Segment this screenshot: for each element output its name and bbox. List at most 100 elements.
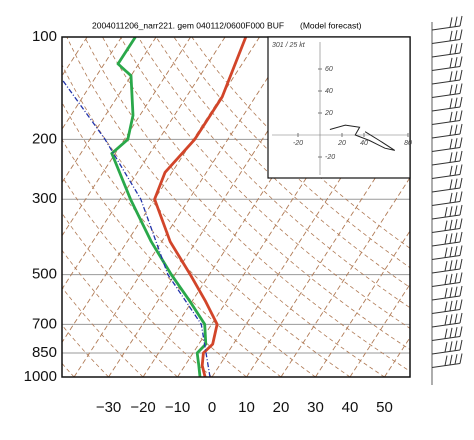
barb-flag (444, 288, 448, 299)
barb-flag (449, 71, 453, 82)
isotherm (73, 37, 295, 377)
y-tick-label: 200 (32, 130, 57, 147)
barb-flag (454, 313, 458, 324)
barb-flag (449, 152, 453, 163)
barb-flag (449, 84, 453, 95)
barb-flag (459, 164, 463, 175)
barb-flag (454, 273, 458, 284)
barb-flag (459, 245, 463, 256)
barb-flag (449, 165, 453, 176)
barb-flag (459, 353, 463, 364)
isotherm (62, 37, 191, 237)
y-tick-label: 500 (32, 266, 57, 283)
plot-frame (61, 36, 411, 378)
barb-flag (454, 232, 458, 243)
barb-flag (454, 84, 458, 95)
barb-flag (454, 111, 458, 122)
barb-flag (449, 354, 453, 365)
barb-flag (444, 274, 448, 285)
barb-flag (459, 15, 463, 27)
dry-adiabat (84, 37, 410, 372)
hodo-tick-label: -20 (293, 140, 303, 147)
barb-flag (454, 219, 458, 230)
barb-flag (449, 341, 453, 352)
dry-adiabat (155, 37, 410, 288)
barb-flag (459, 339, 463, 351)
x-tick-label: −10 (165, 399, 190, 416)
barb-flag (444, 207, 448, 218)
barb-flag (449, 179, 453, 190)
dry-adiabat (62, 101, 316, 377)
x-tick-label: −20 (130, 399, 155, 416)
isotherm (62, 37, 123, 130)
barb-flag (459, 299, 463, 310)
y-tick-label: 850 (32, 344, 57, 361)
barb-flag (449, 111, 453, 122)
barb-flag (454, 340, 458, 351)
grid-line (246, 123, 410, 377)
barb-flag (444, 234, 448, 245)
barb-flag (454, 354, 458, 365)
barb-flag (459, 83, 463, 94)
x-tick-label: 40 (342, 399, 359, 416)
x-tick-label: 0 (208, 399, 216, 416)
hodo-tick-label: 60 (325, 66, 333, 73)
chart-subtitle: (Model forecast) (300, 20, 362, 30)
dry-adiabat (62, 175, 247, 377)
barb-flag (459, 56, 463, 67)
barb-flag (454, 124, 458, 135)
barb-flag (459, 150, 463, 162)
barb-flag (454, 165, 458, 176)
profile-line (110, 37, 208, 377)
hodo-tick-label: 40 (360, 140, 368, 147)
barb-flag (459, 204, 463, 216)
barb-flag (449, 327, 453, 338)
barb-flag (459, 272, 463, 283)
barb-flag (459, 231, 463, 243)
barb-flag (454, 286, 458, 297)
barb-flag (454, 97, 458, 108)
barb-flag (454, 151, 458, 162)
grid-line (315, 230, 410, 377)
grid-line (349, 283, 410, 377)
barb-flag (449, 260, 453, 271)
chart-title: 2004011206_narr221. gem 040112/0600F000 … (92, 20, 284, 30)
barb-flag (449, 273, 453, 284)
hodo-tick-label: 20 (324, 110, 333, 117)
barb-flag (449, 192, 453, 203)
barb-flag (449, 30, 453, 41)
barb-flag (444, 355, 448, 366)
barb-flag (459, 312, 463, 324)
barb-flag (459, 69, 463, 81)
x-tick-label: 20 (273, 399, 290, 416)
barb-flag (459, 110, 463, 121)
dry-adiabat (137, 37, 410, 309)
wind-barbs (431, 15, 463, 385)
barb-flag (449, 98, 453, 109)
barb-flag (459, 285, 463, 297)
barb-flag (459, 42, 463, 54)
barb-flag (459, 191, 463, 202)
hodo-tick-label: 20 (337, 140, 346, 147)
barb-flag (459, 29, 463, 40)
dry-adiabat (191, 37, 410, 249)
barb-flag (449, 17, 453, 28)
barb-flag (449, 300, 453, 311)
barb-flag (449, 138, 453, 149)
y-tick-label: 1000 (24, 368, 57, 385)
barb-flag (454, 205, 458, 216)
barb-flag (444, 301, 448, 312)
barb-flag (459, 137, 463, 148)
barb-flag (454, 70, 458, 81)
isotherm (62, 37, 226, 290)
barb-flag (449, 57, 453, 68)
barb-flag (449, 44, 453, 55)
barb-flag (449, 287, 453, 298)
dry-adiabat (62, 64, 351, 377)
grid-line (280, 176, 410, 377)
isotherm (62, 37, 157, 184)
barb-flag (454, 30, 458, 41)
barb-flag (454, 138, 458, 149)
